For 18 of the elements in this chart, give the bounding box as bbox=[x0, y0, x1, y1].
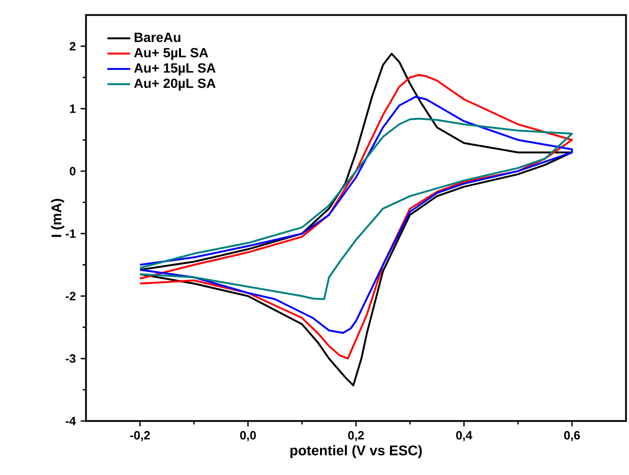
x-axis-title: potentiel (V vs ESC) bbox=[290, 445, 422, 458]
y-tick-label: -3 bbox=[66, 354, 76, 363]
x-tick-label: 0,0 bbox=[240, 431, 256, 442]
y-tick-label: -4 bbox=[66, 416, 76, 426]
x-tick-label: 0,4 bbox=[456, 431, 472, 442]
x-tick-label: 0,6 bbox=[564, 431, 580, 442]
legend-label: Au+ 15µL SA bbox=[134, 63, 216, 76]
y-tick-label: 0 bbox=[70, 166, 76, 176]
legend-label: Au+ 5µL SA bbox=[134, 48, 208, 60]
x-tick-label: 0,2 bbox=[348, 431, 364, 442]
y-tick-label: -2 bbox=[66, 292, 76, 300]
y-tick-label: 1 bbox=[70, 104, 76, 113]
legend-label: Au+ 20µL SA bbox=[134, 78, 216, 91]
x-tick-label: -0,2 bbox=[130, 431, 150, 442]
y-axis-title: I (mA) bbox=[51, 198, 64, 237]
y-tick-label: 2 bbox=[70, 42, 76, 50]
y-tick-label: -1 bbox=[66, 229, 76, 238]
legend-label: BareAu bbox=[134, 32, 180, 42]
